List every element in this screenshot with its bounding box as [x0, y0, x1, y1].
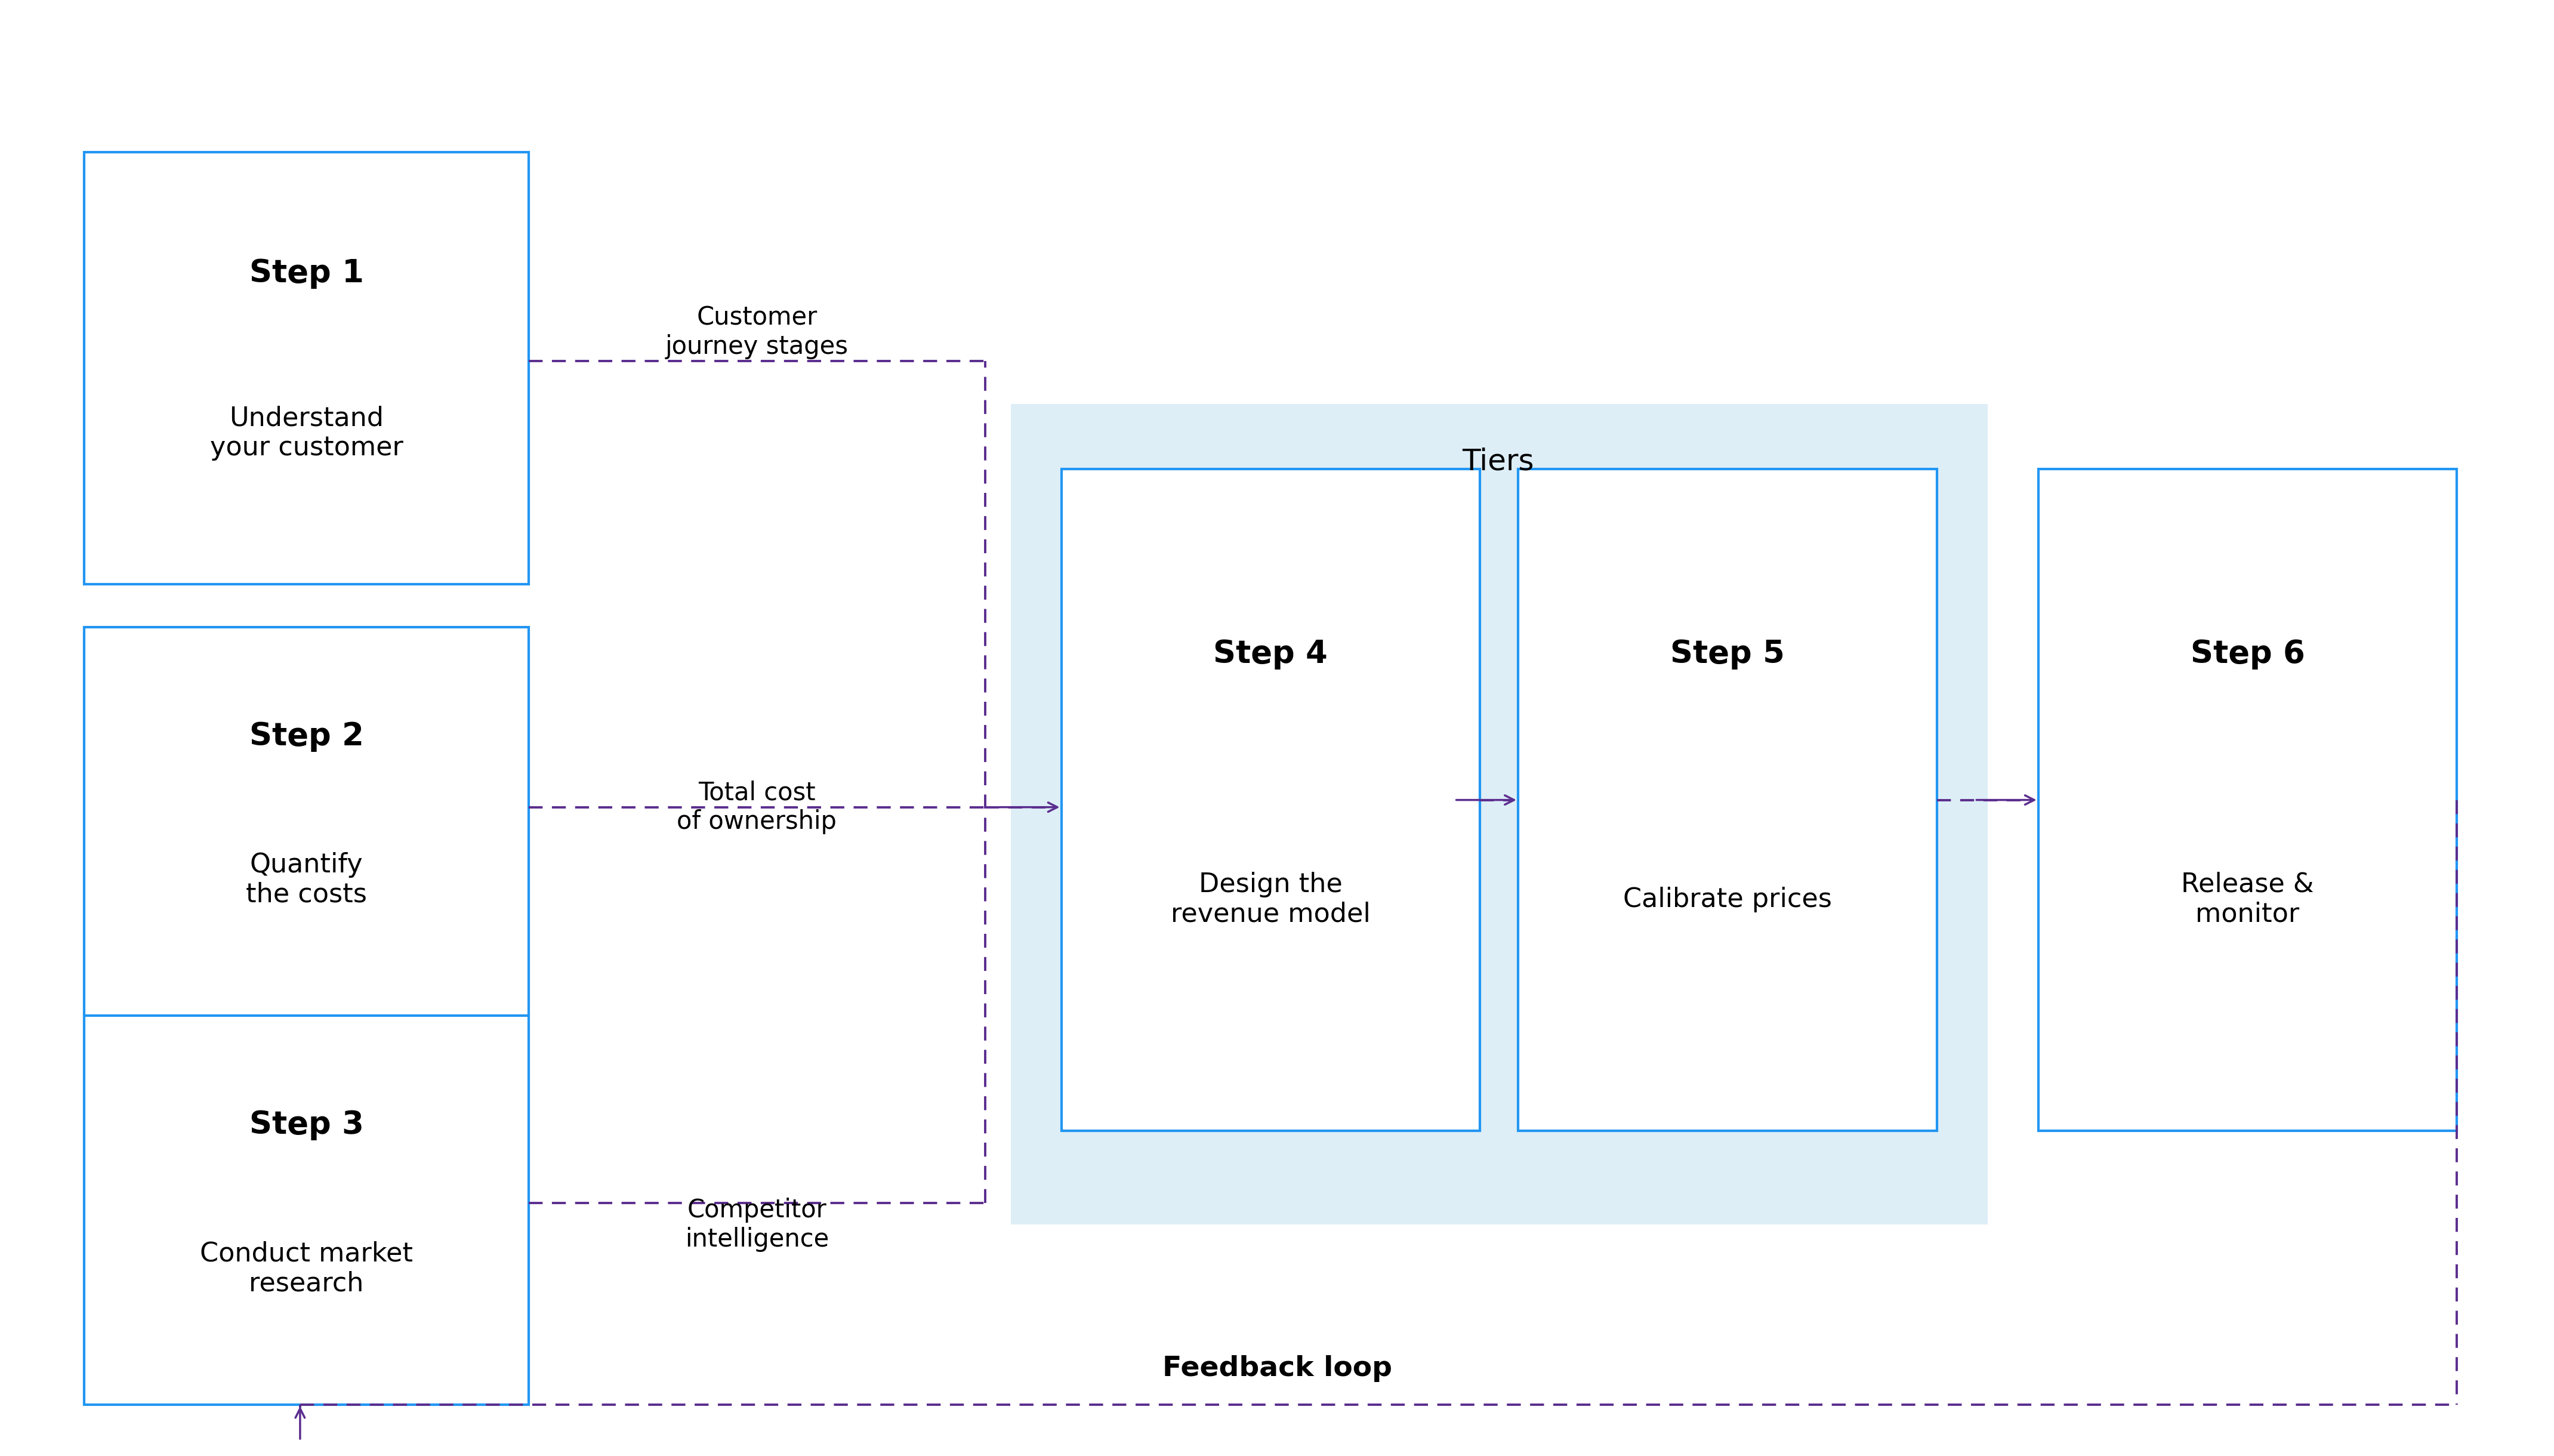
Text: Understand
your customer: Understand your customer — [209, 405, 404, 460]
Text: Tiers: Tiers — [1461, 447, 1535, 476]
FancyBboxPatch shape — [1062, 469, 1479, 1131]
Text: Customer
journey stages: Customer journey stages — [664, 306, 848, 360]
FancyBboxPatch shape — [1011, 405, 1987, 1224]
Text: Step 1: Step 1 — [250, 258, 363, 288]
FancyBboxPatch shape — [2038, 469, 2457, 1131]
Text: Calibrate prices: Calibrate prices — [1622, 887, 1831, 911]
FancyBboxPatch shape — [84, 153, 529, 584]
Text: Step 6: Step 6 — [2191, 639, 2304, 670]
Text: Total cost
of ownership: Total cost of ownership — [677, 780, 838, 834]
FancyBboxPatch shape — [1517, 469, 1936, 1131]
FancyBboxPatch shape — [84, 628, 529, 1016]
Text: Step 3: Step 3 — [250, 1109, 363, 1140]
Text: Quantify
the costs: Quantify the costs — [245, 852, 368, 907]
FancyBboxPatch shape — [84, 1016, 529, 1405]
Text: Conduct market
research: Conduct market research — [199, 1241, 414, 1296]
Text: Step 2: Step 2 — [250, 721, 363, 751]
Text: Feedback loop: Feedback loop — [1162, 1356, 1392, 1382]
Text: Step 5: Step 5 — [1670, 639, 1785, 670]
Text: Competitor
intelligence: Competitor intelligence — [684, 1198, 830, 1252]
Text: Step 4: Step 4 — [1213, 639, 1328, 670]
Text: Design the
revenue model: Design the revenue model — [1170, 872, 1371, 927]
Text: Release &
monitor: Release & monitor — [2181, 872, 2314, 927]
